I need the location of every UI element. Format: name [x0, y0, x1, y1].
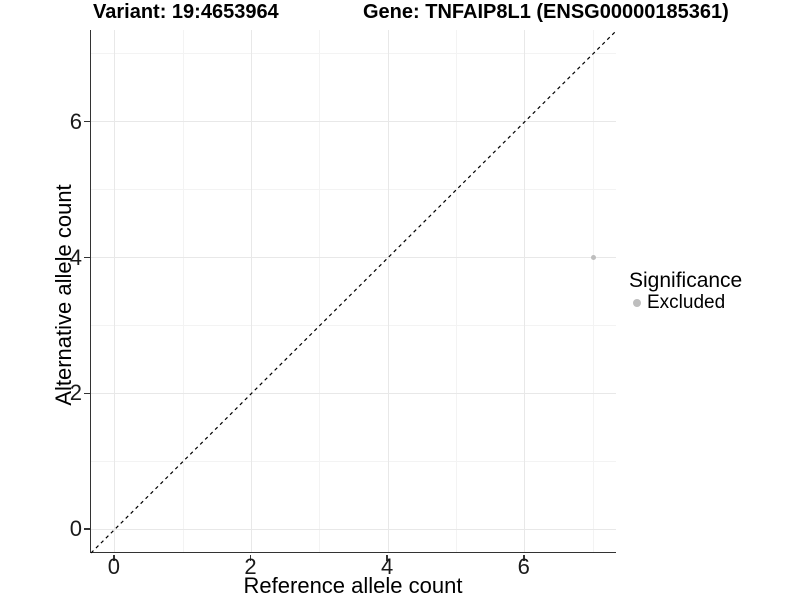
major-gridline-y	[91, 256, 616, 259]
major-gridline-x	[524, 30, 526, 552]
x-axis-title: Reference allele count	[243, 573, 463, 598]
minor-gridline-y	[91, 324, 616, 326]
major-gridline-y	[91, 528, 616, 530]
legend-point-icon	[633, 299, 641, 307]
y-axis-tick-label: 6	[69, 108, 82, 134]
y-axis-tick-label: 4	[69, 244, 82, 270]
y-axis-tick	[84, 392, 90, 395]
minor-gridline-x	[592, 30, 594, 552]
y-axis-tick-label: 2	[69, 380, 82, 406]
major-gridline-x	[114, 30, 116, 552]
x-axis-tick-label: 0	[107, 554, 121, 579]
x-axis-tick-label: 4	[381, 554, 394, 579]
plot-panel	[90, 29, 618, 554]
major-gridline-y	[91, 392, 616, 394]
major-gridline-y	[91, 121, 616, 123]
plot-title-variant: Variant: 19:4653964	[93, 1, 279, 23]
x-axis-tick	[386, 554, 388, 561]
minor-gridline-y	[91, 53, 616, 55]
minor-gridline-x	[455, 30, 457, 552]
minor-gridline-y	[91, 460, 616, 462]
plot-title-gene: Gene: TNFAIP8L1 (ENSG00000185361)	[363, 1, 729, 23]
x-axis-tick	[249, 554, 252, 561]
major-gridline-x	[387, 30, 389, 552]
x-axis-tick-label: 6	[517, 554, 530, 579]
minor-gridline-x	[182, 30, 184, 552]
minor-gridline-x	[319, 30, 321, 552]
y-axis-tick	[84, 256, 90, 259]
legend: Significance Excluded	[629, 268, 742, 313]
y-axis-tick-label: 0	[69, 516, 82, 542]
legend-title: Significance	[629, 269, 743, 292]
major-gridline-x	[250, 30, 253, 552]
identity-line	[90, 29, 618, 554]
y-axis-tick	[84, 120, 90, 123]
y-axis-title: Alternative allele count	[51, 184, 76, 406]
minor-gridline-y	[91, 189, 616, 191]
data-point	[590, 255, 596, 261]
x-axis-tick	[523, 554, 525, 561]
x-axis-tick	[113, 554, 115, 561]
y-axis-tick	[84, 528, 90, 530]
legend-item: Excluded	[629, 293, 742, 313]
legend-item-label: Excluded	[647, 292, 726, 313]
x-axis-tick-label: 2	[244, 554, 257, 579]
